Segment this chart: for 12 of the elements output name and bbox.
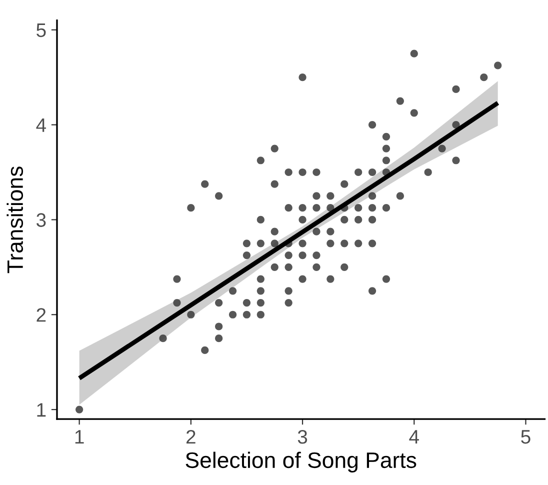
y-tick-label: 3 bbox=[36, 213, 46, 227]
y-tick-label: 5 bbox=[36, 24, 46, 38]
y-tick-label: 1 bbox=[37, 403, 46, 417]
x-tick-label: 1 bbox=[75, 430, 84, 444]
x-axis-title: Selection of Song Parts bbox=[186, 452, 416, 472]
y-tick-label: 4 bbox=[36, 118, 46, 132]
x-tick-label: 2 bbox=[186, 430, 196, 444]
y-tick-label: 2 bbox=[36, 308, 46, 322]
x-tick-label: 3 bbox=[298, 430, 308, 444]
x-tick-label: 5 bbox=[521, 430, 530, 444]
x-tick-label: 4 bbox=[409, 430, 419, 444]
y-axis-title: Transitions bbox=[6, 166, 24, 274]
